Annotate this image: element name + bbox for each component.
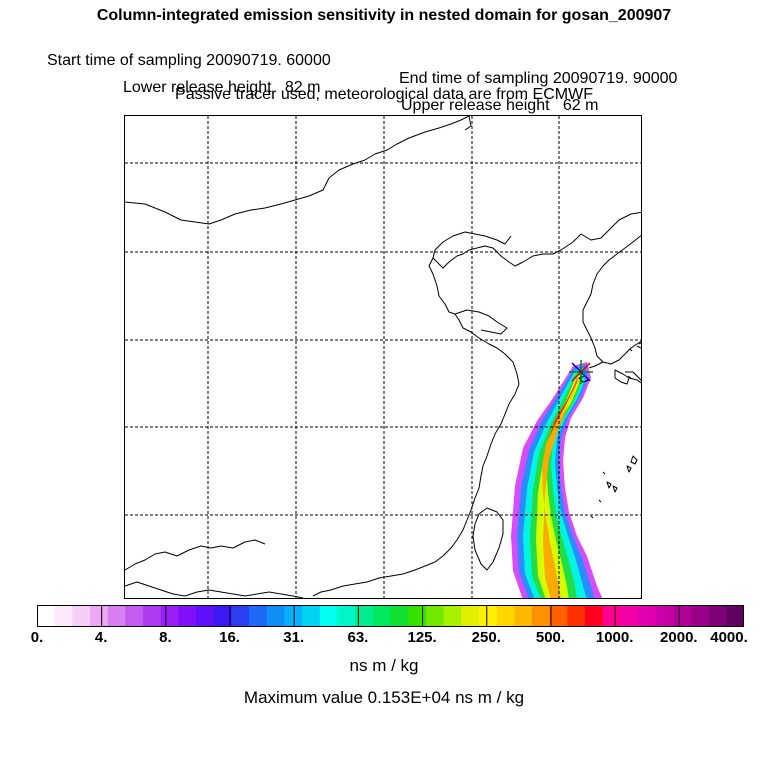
colorbar-tick-label: 8.	[159, 629, 172, 646]
colorbar-border	[37, 605, 744, 627]
colorbar-swatch	[690, 605, 710, 627]
colorbar-tick-label: 125.	[407, 629, 437, 646]
colorbar-swatch	[54, 605, 73, 627]
colorbar-swatch	[425, 605, 445, 627]
colorbar-swatch	[213, 605, 232, 627]
colorbar-swatch	[90, 605, 109, 627]
colorbar-swatch	[620, 605, 639, 627]
colorbar-tick-label: 1000.	[595, 629, 634, 646]
colorbar-swatch	[107, 605, 126, 627]
colorbar-tick-label: 0.	[30, 629, 44, 646]
colorbar-tick-label: 500.	[535, 629, 566, 646]
emission-plume	[511, 362, 603, 598]
colorbar-swatch	[602, 605, 621, 627]
colorbar-swatch	[302, 605, 321, 627]
colorbar-swatch	[249, 605, 268, 627]
colorbar-swatch	[584, 605, 604, 627]
colorbar-swatch	[72, 605, 91, 627]
colorbar-tick-label: 4.	[94, 629, 108, 646]
colorbar-tick-label: 31.	[283, 629, 305, 646]
plot-title: Column-integrated emission sensitivity i…	[96, 7, 672, 24]
colorbar	[37, 605, 745, 627]
sampling-time-row: Start time of sampling 20090719. 60000 E…	[0, 34, 768, 88]
colorbar-tick-label: 4000.	[710, 629, 748, 646]
colorbar-swatch	[390, 605, 409, 627]
colorbar-swatch	[196, 605, 215, 627]
colorbar-swatches	[37, 605, 745, 627]
colorbar-swatch	[355, 605, 374, 627]
plume-orange	[542, 378, 579, 598]
start-time-label: Start time of sampling 20090719. 60000	[47, 52, 331, 69]
colorbar-swatch	[461, 605, 480, 627]
colorbar-swatch	[637, 605, 657, 627]
colorbar-tick-label: 250.	[471, 629, 501, 646]
colorbar-swatch	[37, 605, 56, 627]
end-time-label: End time of sampling 20090719. 90000	[399, 70, 678, 87]
maximum-value-label: Maximum value 0.153E+04 ns m / kg	[243, 688, 525, 707]
map-panel	[124, 115, 642, 599]
colorbar-swatch	[673, 605, 692, 627]
colorbar-tick-label: 16.	[219, 629, 240, 646]
map-canvas	[125, 116, 641, 598]
colorbar-swatch	[726, 605, 745, 627]
colorbar-swatch	[337, 605, 356, 627]
colorbar-swatch	[231, 605, 250, 627]
colorbar-swatch	[266, 605, 285, 627]
colorbar-swatch	[567, 605, 586, 627]
release-height-row: Lower release height 82 m Upper release …	[0, 61, 768, 115]
colorbar-swatch	[160, 605, 179, 627]
colorbar-swatch	[443, 605, 462, 627]
colorbar-swatch	[319, 605, 338, 627]
colorbar-swatch	[531, 605, 551, 627]
colorbar-swatch	[372, 605, 391, 627]
coastlines-borders	[125, 116, 641, 598]
colorbar-swatch	[125, 605, 144, 627]
colorbar-tick-labels: 0. 4. 8. 16. 31. 63. 125. 250. 500. 1000. 2000. 400…	[0, 629, 768, 651]
colorbar-tick-label: 63.	[347, 629, 369, 646]
release-site-star-icon	[569, 360, 593, 384]
plume-red	[549, 380, 578, 438]
colorbar-swatch	[655, 605, 674, 627]
colorbar-swatch	[708, 605, 727, 627]
colorbar-swatch	[408, 605, 427, 627]
colorbar-swatch	[143, 605, 162, 627]
colorbar-swatch	[549, 605, 568, 627]
upper-release-label: Upper release height 62 m	[401, 97, 599, 114]
colorbar-tick-label: 2000.	[660, 629, 698, 646]
colorbar-swatch	[284, 605, 303, 627]
colorbar-swatch	[496, 605, 515, 627]
colorbar-swatch	[478, 605, 498, 627]
tracer-note: Passive tracer used, meteorological data…	[175, 86, 593, 103]
colorbar-units: ns m / kg	[349, 656, 419, 675]
colorbar-swatch	[178, 605, 197, 627]
colorbar-swatch	[514, 605, 533, 627]
lower-release-label: Lower release height 82 m	[123, 79, 321, 96]
